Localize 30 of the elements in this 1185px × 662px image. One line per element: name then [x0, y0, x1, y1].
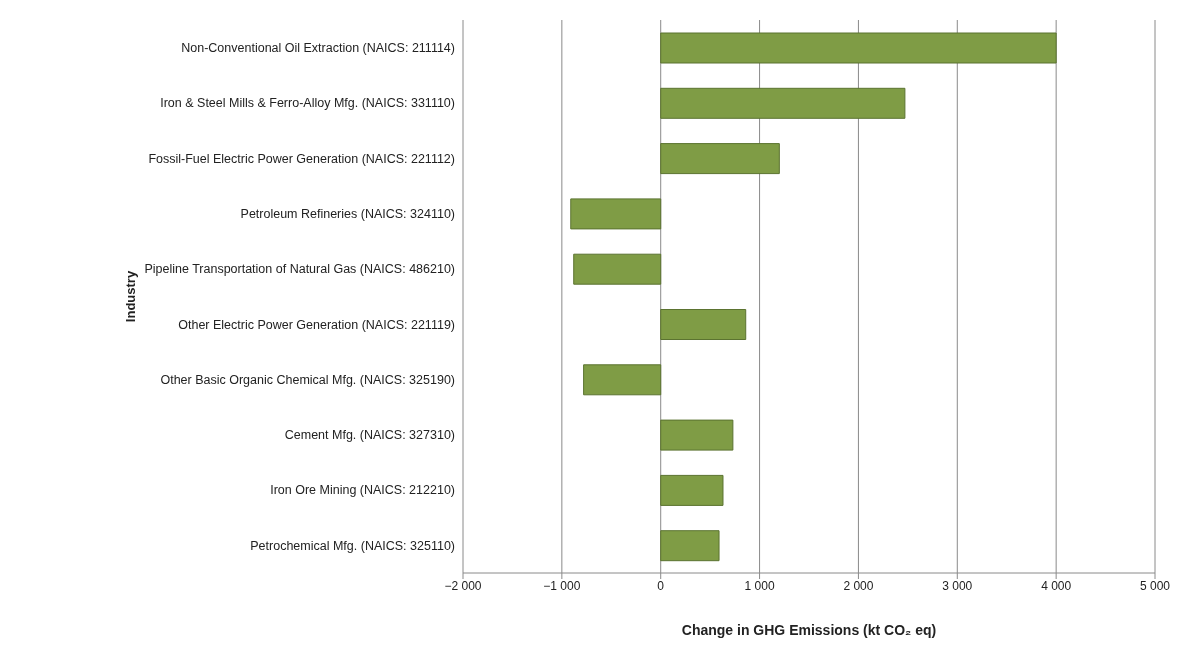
bar — [573, 253, 662, 285]
x-tick-label: 4 000 — [1041, 578, 1072, 593]
bar — [660, 474, 724, 506]
x-tick-label: 3 000 — [942, 578, 973, 593]
x-tick-label: 0 — [657, 578, 665, 593]
x-axis-title: Change in GHG Emissions (kt CO₂ eq) — [681, 622, 937, 638]
y-tick-label: Other Electric Power Generation (NAICS: 221119) — [178, 317, 455, 332]
y-tick-label: Fossil-Fuel Electric Power Generation (NAICS: 221112) — [148, 151, 455, 166]
bar — [660, 87, 906, 119]
y-tick-label: Cement Mfg. (NAICS: 327310) — [284, 428, 455, 443]
x-tick-label: −2 000 — [444, 578, 482, 593]
y-tick-label: Pipeline Transportation of Natural Gas (NAICS: 486210) — [144, 262, 455, 277]
x-tick-label: −1 000 — [543, 578, 581, 593]
y-axis-title: Industry — [122, 270, 138, 323]
y-tick-label: Iron & Steel Mills & Ferro-Alloy Mfg. (NAICS: 331110) — [160, 96, 455, 111]
bar — [660, 419, 734, 451]
y-tick-label: Petrochemical Mfg. (NAICS: 325110) — [250, 538, 455, 553]
x-tick-label: 5 000 — [1139, 578, 1171, 593]
x-tick-label: 2 000 — [843, 578, 874, 593]
y-tick-label: Iron Ore Mining (NAICS: 212210) — [270, 483, 455, 498]
bar — [660, 32, 1057, 64]
x-tick-label: 1 000 — [744, 578, 775, 593]
y-tick-label: Other Basic Organic Chemical Mfg. (NAICS: 325190) — [160, 372, 455, 387]
bar — [583, 364, 662, 396]
bar — [570, 198, 662, 230]
bar — [660, 530, 720, 562]
bar — [660, 143, 780, 175]
y-tick-label: Petroleum Refineries (NAICS: 324110) — [240, 206, 455, 221]
y-tick-label: Non-Conventional Oil Extraction (NAICS: 211114) — [181, 41, 455, 56]
bar — [660, 309, 747, 340]
